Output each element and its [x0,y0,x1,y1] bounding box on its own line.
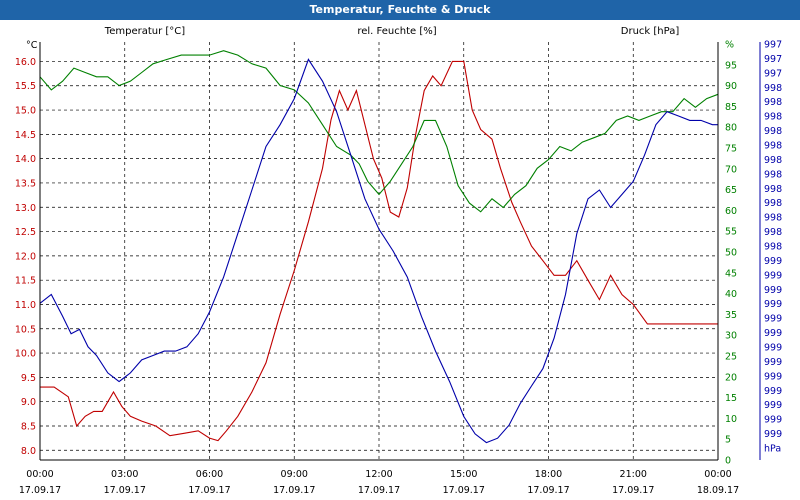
humidity-tick-label: 90 [725,81,737,92]
temperature-tick-label: 12.0 [15,251,36,262]
humidity-tick-label: 35 [725,310,737,321]
pressure-tick-label: 997 [764,40,782,51]
temperature-tick-label: 10.0 [15,349,36,360]
x-tick-date: 17.09.17 [443,485,485,496]
x-tick-time: 09:00 [281,469,308,480]
humidity-tick-label: 25 [725,352,737,363]
humidity-tick-label: 5 [725,435,731,446]
pressure-tick-label: 999 [764,429,782,440]
temperature-tick-label: 16.0 [15,57,36,68]
pressure-tick-label: 997 [764,54,782,65]
chart-title: Temperatur, Feuchte & Druck [0,0,800,20]
pressure-tick-label: 998 [764,184,782,195]
temperature-tick-label: 14.5 [15,130,36,141]
temperature-tick-label: 13.5 [15,178,36,189]
humidity-tick-label: 50 [725,248,737,259]
pressure-tick-label: 998 [764,112,782,123]
pressure-tick-label: 999 [764,357,782,368]
temperature-tick-label: 14.0 [15,154,36,165]
humidity-tick-label: 10 [725,414,737,425]
humidity-tick-label: 80 [725,123,737,134]
humidity-tick-label: 60 [725,206,737,217]
temperature-axis-label: Temperatur [°C] [104,26,185,37]
pressure-tick-label: 999 [764,371,782,382]
pressure-tick-label: 998 [764,155,782,166]
x-tick-time: 12:00 [365,469,392,480]
x-tick-date: 17.09.17 [358,485,400,496]
x-tick-time: 00:00 [26,469,53,480]
x-tick-time: 00:00 [704,469,731,480]
x-tick-time: 15:00 [450,469,477,480]
humidity-tick-label: 55 [725,227,737,238]
x-tick-time: 18:00 [535,469,562,480]
humidity-tick-label: 75 [725,144,737,155]
x-tick-time: 06:00 [196,469,223,480]
temperature-tick-label: 10.5 [15,324,36,335]
pressure-tick-label: 998 [764,198,782,209]
temperature-tick-label: 15.5 [15,81,36,92]
grid [40,42,718,460]
humidity-tick-label: 15 [725,393,737,404]
humidity-tick-label: 45 [725,268,737,279]
x-tick-date: 17.09.17 [612,485,654,496]
pressure-tick-label: 998 [764,169,782,180]
temperature-tick-label: 15.0 [15,106,36,117]
pressure-axis-label: Druck [hPa] [621,26,680,37]
tick-labels: 8.0 8.5 9.0 9.5 10.0 10.5 11.0 11.5 12.0 12.5 13.0… [15,40,782,497]
x-tick-date: 18.09.17 [697,485,739,496]
pressure-tick-label: 998 [764,227,782,238]
temperature-tick-label: 8.0 [21,446,36,457]
x-tick-date: 17.09.17 [19,485,61,496]
pressure-tick-label: 998 [764,97,782,108]
humidity-tick-label: 95 [725,60,737,71]
pressure-tick-label: 999 [764,415,782,426]
humidity-tick-label: 85 [725,102,737,113]
x-tick-date: 17.09.17 [273,485,315,496]
temperature-unit: °C [26,40,38,51]
temperature-tick-label: 13.0 [15,203,36,214]
x-tick-date: 17.09.17 [188,485,230,496]
humidity-tick-label: 70 [725,164,737,175]
axes [39,42,761,461]
pressure-tick-label: 998 [764,126,782,137]
humidity-tick-label: 40 [725,289,737,300]
humidity-tick-label: % [725,40,734,51]
temperature-tick-label: 9.5 [21,373,36,384]
pressure-tick-label: 997 [764,68,782,79]
x-tick-date: 17.09.17 [527,485,569,496]
series-lines [39,50,719,444]
humidity-tick-label: 0 [725,456,731,467]
pressure-line [39,58,718,444]
pressure-tick-label: hPa [764,444,781,455]
humidity-tick-label: 30 [725,331,737,342]
x-tick-date: 17.09.17 [104,485,146,496]
pressure-tick-label: 999 [764,386,782,397]
temperature-tick-label: 11.5 [15,276,36,287]
pressure-tick-label: 998 [764,83,782,94]
temperature-line [40,60,718,442]
humidity-tick-label: 65 [725,185,737,196]
temperature-tick-label: 8.5 [21,421,36,432]
temperature-tick-label: 9.0 [21,397,36,408]
pressure-tick-label: 998 [764,213,782,224]
pressure-tick-label: 999 [764,314,782,325]
pressure-tick-label: 999 [764,270,782,281]
pressure-tick-label: 999 [764,328,782,339]
temperature-tick-label: 11.0 [15,300,36,311]
humidity-axis-label: rel. Feuchte [%] [357,26,436,37]
pressure-tick-label: 999 [764,299,782,310]
pressure-tick-label: 998 [764,242,782,253]
pressure-tick-label: 998 [764,141,782,152]
temperature-tick-label: 12.5 [15,227,36,238]
x-tick-time: 03:00 [111,469,138,480]
pressure-tick-label: 999 [764,256,782,267]
pressure-tick-label: 999 [764,400,782,411]
pressure-tick-label: 999 [764,343,782,354]
humidity-tick-label: 20 [725,372,737,383]
pressure-tick-label: 999 [764,285,782,296]
x-tick-time: 21:00 [620,469,647,480]
humidity-line [39,50,719,213]
